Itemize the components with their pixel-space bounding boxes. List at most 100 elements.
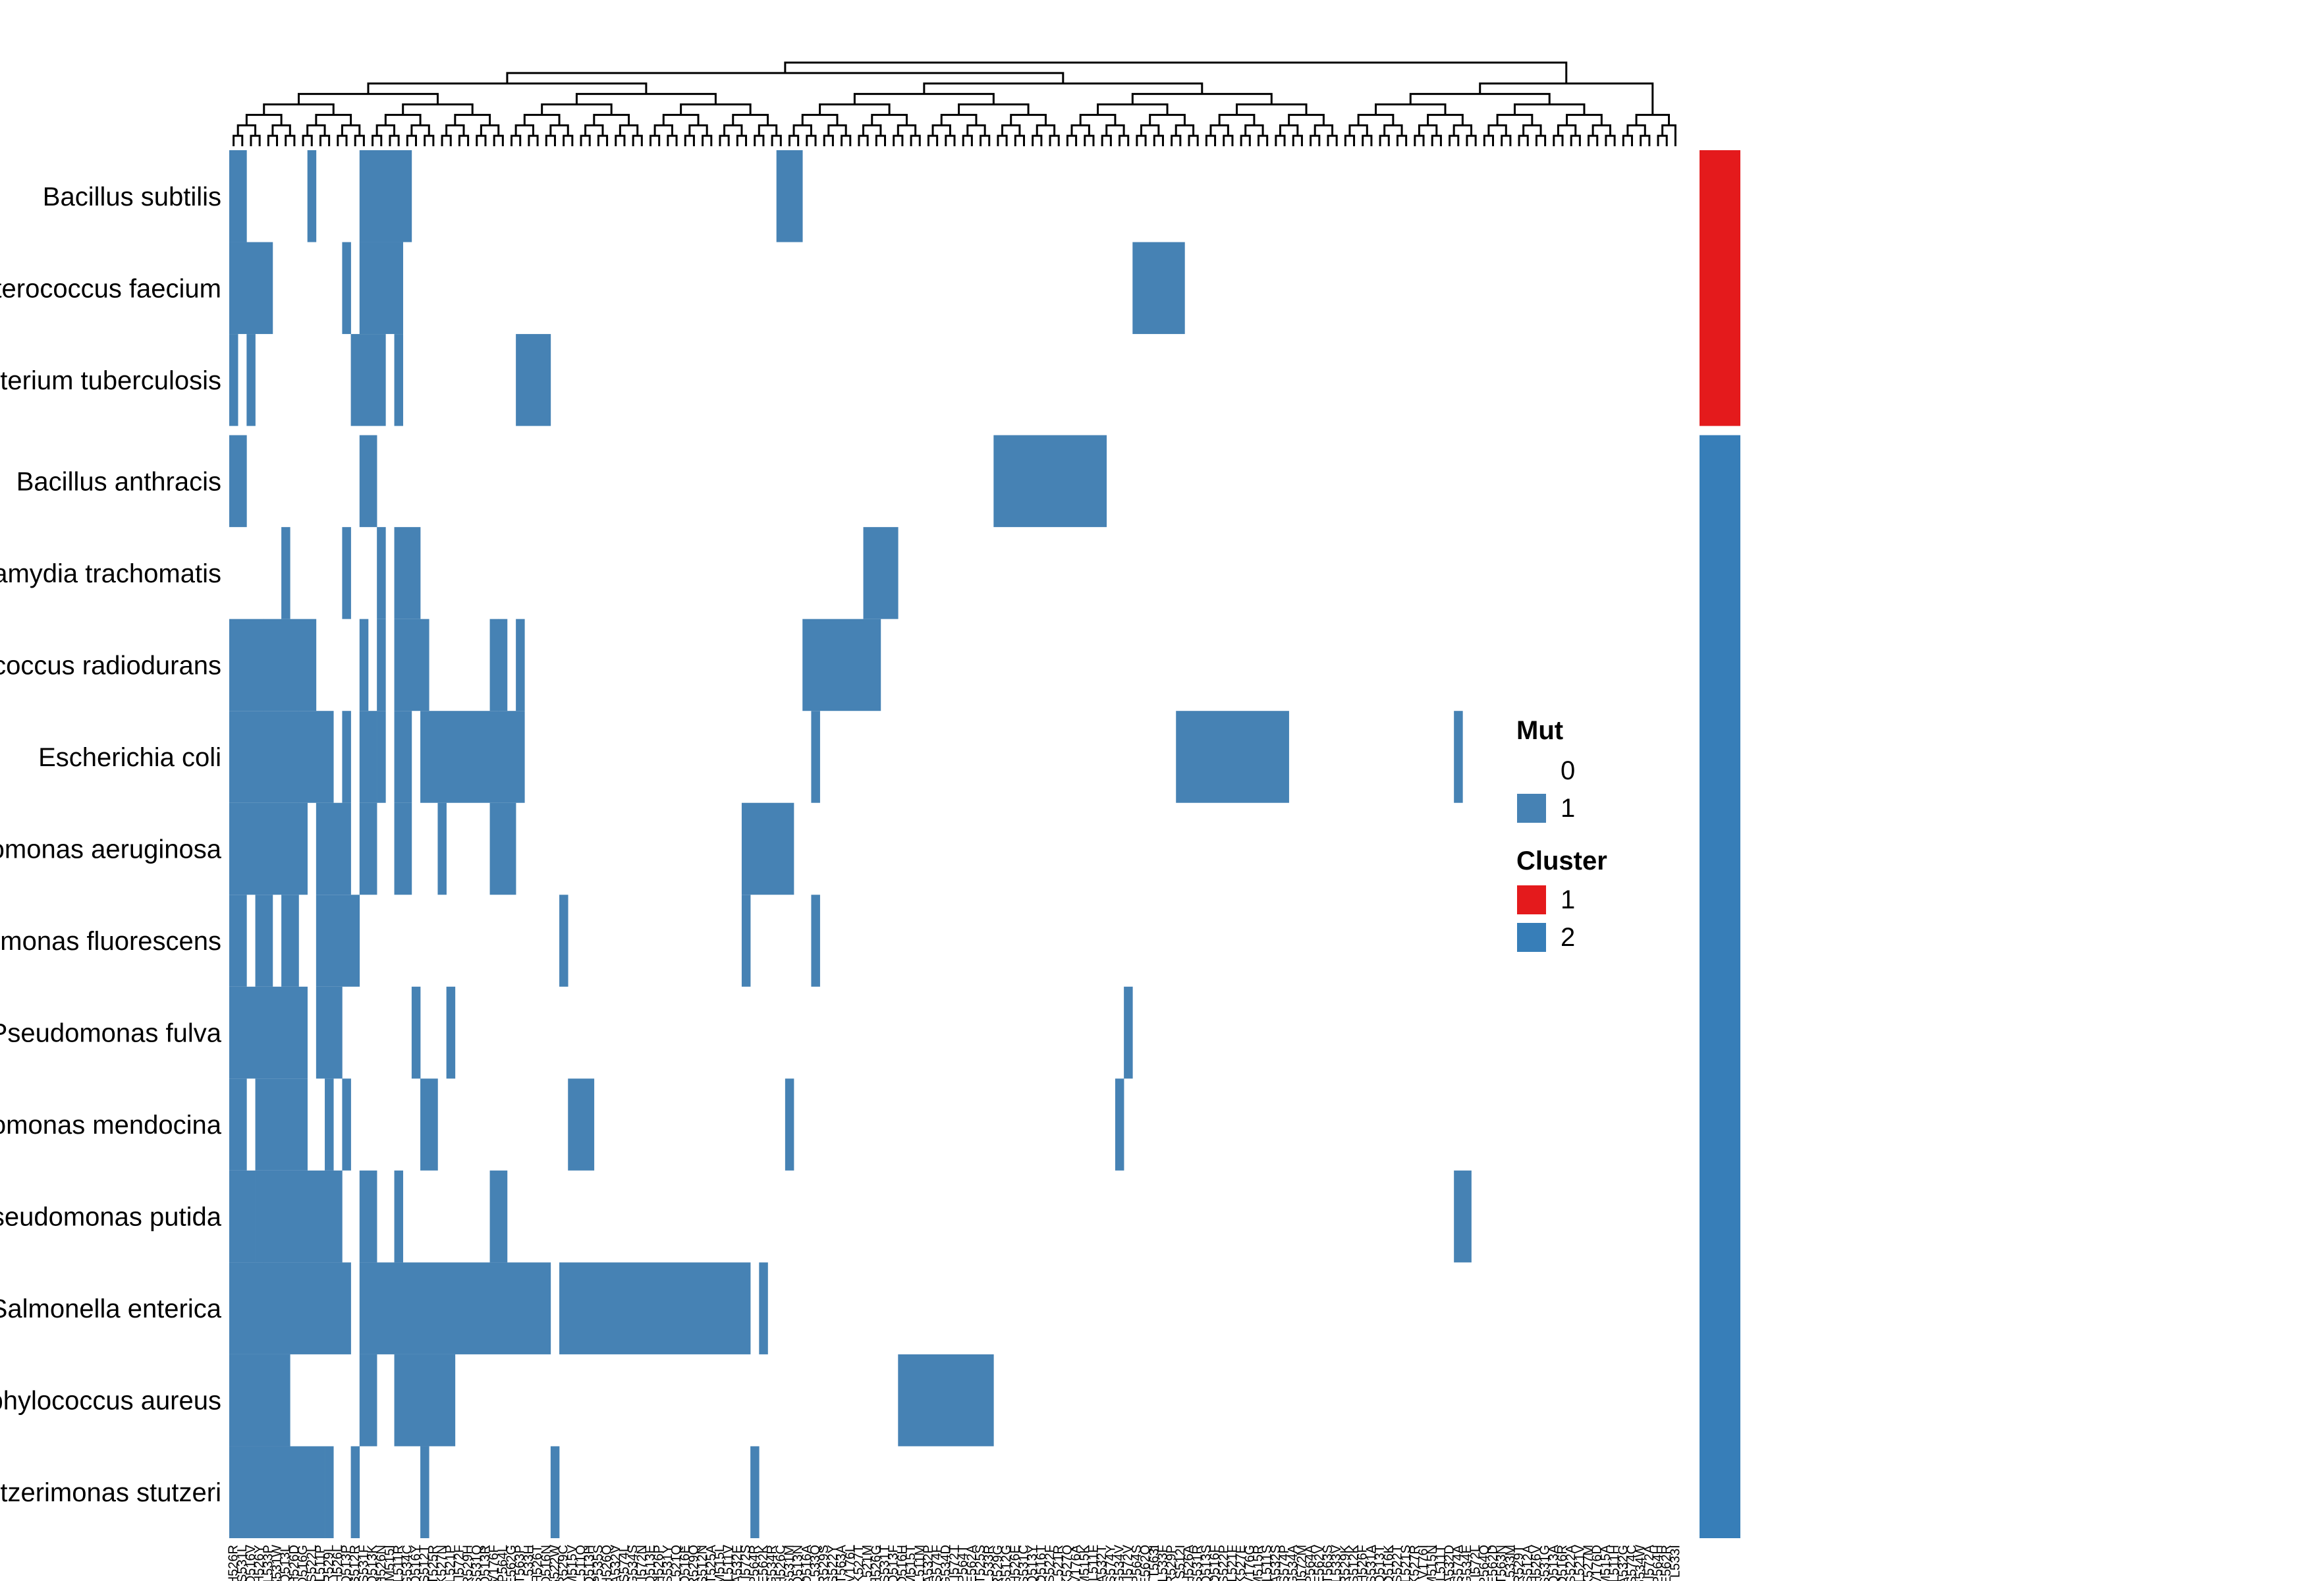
dendrogram-branch	[1344, 134, 1356, 146]
dendrogram-branch	[758, 124, 778, 136]
heatmap-cell	[359, 1170, 377, 1263]
column-label: P535S	[591, 1545, 605, 1581]
dendrogram-branch	[823, 134, 834, 146]
heatmap-cell	[811, 895, 820, 987]
column-label: S522Y	[825, 1545, 840, 1581]
column-label: R529K	[1338, 1544, 1352, 1581]
dendrogram-branch	[285, 134, 296, 146]
heatmap-cell	[420, 1078, 438, 1171]
heatmap-cell	[377, 619, 386, 711]
column-label: R529C	[557, 1545, 571, 1581]
column-label: M515R	[1252, 1545, 1266, 1581]
column-label: G534W	[1634, 1545, 1648, 1581]
dendrogram-branch	[1588, 134, 1599, 146]
dendrogram-branch	[424, 134, 435, 146]
column-label: S574F	[930, 1545, 945, 1581]
column-label: I572F	[452, 1545, 466, 1578]
heatmap-cell	[255, 1078, 308, 1171]
cluster-annotation-bar	[1700, 150, 1740, 1538]
column-label: E562R	[1659, 1545, 1674, 1581]
heatmap-cell	[776, 150, 803, 242]
dendrogram-branch	[1348, 124, 1368, 136]
dendrogram-branch	[1292, 134, 1303, 146]
heatmap-cell	[741, 802, 794, 895]
heatmap-cell	[377, 711, 386, 803]
column-label: G534D	[939, 1545, 953, 1581]
row-label: Bacillus anthracis	[16, 467, 221, 496]
column-label: V176I	[1416, 1545, 1431, 1579]
column-label: R529G	[991, 1545, 1005, 1581]
heatmap-cell	[394, 527, 421, 619]
column-label: T563N	[1495, 1545, 1509, 1581]
heatmap-cell	[411, 986, 421, 1079]
dendrogram-branch	[927, 134, 939, 146]
heatmap-cell	[342, 527, 351, 619]
column-label: L533F	[1155, 1545, 1170, 1581]
column-label: S531Q	[470, 1545, 484, 1581]
column-label: S531W	[270, 1545, 285, 1581]
dendrogram-branch	[619, 124, 639, 136]
heatmap-cell	[993, 435, 1107, 528]
dendrogram-branch	[1244, 124, 1264, 136]
column-label: H526D	[287, 1545, 302, 1581]
column-label: M515I	[383, 1545, 397, 1581]
column-label: S531A	[1364, 1544, 1379, 1581]
column-label: H526A	[1182, 1544, 1196, 1581]
heatmap-cell	[316, 802, 351, 895]
heatmap-cell	[516, 334, 551, 426]
dendrogram-branch	[1119, 134, 1130, 146]
column-label: S512R	[348, 1545, 362, 1581]
column-label: S512A	[1520, 1544, 1535, 1581]
column-label: L511P	[313, 1545, 327, 1581]
heatmap-cell	[359, 1354, 377, 1447]
heatmap-cell	[420, 711, 499, 803]
dendrogram-branch	[1553, 134, 1564, 146]
dendrogram-branch	[441, 134, 452, 146]
dendrogram-branch	[410, 124, 430, 136]
dendrogram-branch	[650, 134, 661, 146]
dendrogram-branch	[1522, 124, 1542, 136]
dendrogram-branch	[1449, 134, 1460, 146]
column-label: T563A	[835, 1544, 849, 1581]
dendrogram-branch	[1466, 134, 1477, 146]
heatmap-cell	[229, 1262, 351, 1354]
column-label: V176G	[1242, 1545, 1257, 1581]
column-label: S574L	[617, 1545, 632, 1581]
heatmap-cell	[559, 1262, 751, 1354]
cluster-bar-segment	[1700, 150, 1740, 426]
heatmap-cell	[1176, 711, 1289, 803]
column-label: D516V	[244, 1544, 258, 1581]
dendrogram-branch	[1223, 134, 1234, 146]
dendrogram-branch	[1014, 134, 1025, 146]
dendrogram-branch	[445, 124, 465, 136]
dendrogram-branch	[402, 103, 474, 115]
column-label: I572A	[1642, 1544, 1657, 1579]
row-label: Pseudomonas aeruginosa	[0, 835, 222, 864]
column-label: M515V	[565, 1544, 580, 1581]
column-label: I572M	[1294, 1545, 1309, 1581]
dendrogram-branch	[931, 124, 951, 136]
column-label: L521P	[443, 1545, 458, 1581]
column-label: A532E	[730, 1545, 744, 1581]
column-label: L533V	[1329, 1544, 1344, 1581]
legend-mut-1-label: 1	[1561, 794, 1575, 823]
column-label: S574P	[1277, 1545, 1292, 1581]
dendrogram-branch	[1001, 124, 1021, 136]
column-label: H526Q	[600, 1545, 615, 1581]
heatmap-cell	[359, 242, 404, 335]
heatmap-cell	[498, 619, 508, 711]
column-label: L511M	[912, 1545, 927, 1581]
heatmap-cell	[394, 334, 404, 426]
column-label: S522W	[547, 1545, 562, 1581]
heatmap-cell	[498, 711, 525, 803]
dendrogram-branch	[910, 134, 921, 146]
dendrogram-branch	[719, 134, 730, 146]
column-label: Q513F	[887, 1545, 901, 1581]
dendrogram-branch	[1622, 134, 1633, 146]
column-label: K527R	[1408, 1545, 1422, 1581]
heatmap-cell	[759, 1262, 768, 1354]
heatmap-cell	[489, 619, 499, 711]
dendrogram-branch	[702, 134, 713, 146]
dendrogram-branch	[1175, 124, 1195, 136]
column-label: G534C	[400, 1545, 414, 1581]
